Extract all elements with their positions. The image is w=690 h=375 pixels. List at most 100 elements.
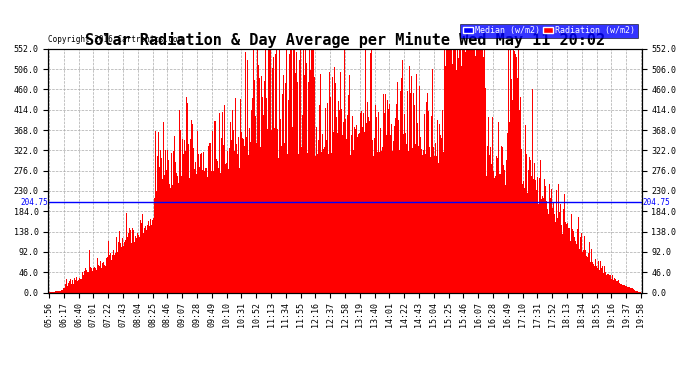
Bar [403,134,404,292]
Bar [92,271,93,292]
Bar [372,140,373,292]
Bar [247,60,248,292]
Bar [132,228,133,292]
Bar [327,103,328,292]
Bar [391,128,393,292]
Bar [234,151,235,292]
Bar [70,283,71,292]
Bar [105,266,106,292]
Bar [347,115,348,292]
Bar [318,140,319,292]
Bar [625,286,626,292]
Bar [305,65,306,292]
Bar [633,289,634,292]
Bar [89,249,90,292]
Bar [550,205,551,292]
Bar [605,272,606,292]
Bar [444,49,445,292]
Bar [487,146,488,292]
Bar [271,130,272,292]
Bar [183,175,184,292]
Bar [193,148,194,292]
Bar [120,243,121,292]
Bar [167,150,168,292]
Bar [282,94,283,292]
Bar [354,127,355,292]
Bar [336,117,337,292]
Bar [562,234,563,292]
Bar [144,228,145,292]
Bar [264,102,265,292]
Bar [261,76,262,292]
Bar [65,284,66,292]
Bar [348,136,349,292]
Bar [613,280,614,292]
Bar [567,223,568,292]
Bar [137,239,138,292]
Bar [463,49,464,292]
Bar [589,242,590,292]
Bar [369,122,370,292]
Bar [362,127,363,292]
Bar [206,168,207,292]
Bar [94,267,95,292]
Bar [566,218,567,292]
Bar [306,63,307,292]
Bar [471,49,472,292]
Bar [526,154,527,292]
Bar [386,104,387,292]
Bar [402,60,403,292]
Bar [182,139,183,292]
Bar [317,154,318,292]
Bar [426,102,427,292]
Bar [607,274,608,292]
Bar [618,280,619,292]
Bar [277,129,278,292]
Bar [60,291,61,292]
Bar [322,134,323,292]
Bar [314,77,315,292]
Bar [355,112,356,292]
Bar [468,49,469,292]
Bar [490,150,491,292]
Bar [210,144,211,292]
Bar [425,98,426,292]
Bar [604,271,605,292]
Bar [585,250,586,292]
Bar [608,274,609,292]
Bar [225,164,226,292]
Bar [101,261,102,292]
Bar [339,110,340,292]
Bar [231,140,232,292]
Bar [146,230,147,292]
Bar [163,122,164,292]
Bar [406,144,407,292]
Bar [622,285,623,292]
Bar [333,132,334,292]
Bar [628,287,629,292]
Bar [293,49,294,292]
Bar [476,49,477,292]
Bar [573,207,574,292]
Bar [370,119,371,292]
Bar [572,230,573,292]
Bar [527,194,528,292]
Bar [565,222,566,292]
Bar [410,93,411,292]
Bar [204,171,205,292]
Bar [519,124,520,292]
Bar [180,130,181,292]
Bar [365,98,366,292]
Bar [596,266,597,292]
Bar [126,213,127,292]
Bar [603,273,604,292]
Bar [113,250,114,292]
Bar [300,49,301,292]
Bar [398,120,399,292]
Bar [198,154,199,292]
Bar [116,250,117,292]
Bar [228,124,229,292]
Bar [292,127,293,292]
Bar [93,268,94,292]
Bar [223,145,224,292]
